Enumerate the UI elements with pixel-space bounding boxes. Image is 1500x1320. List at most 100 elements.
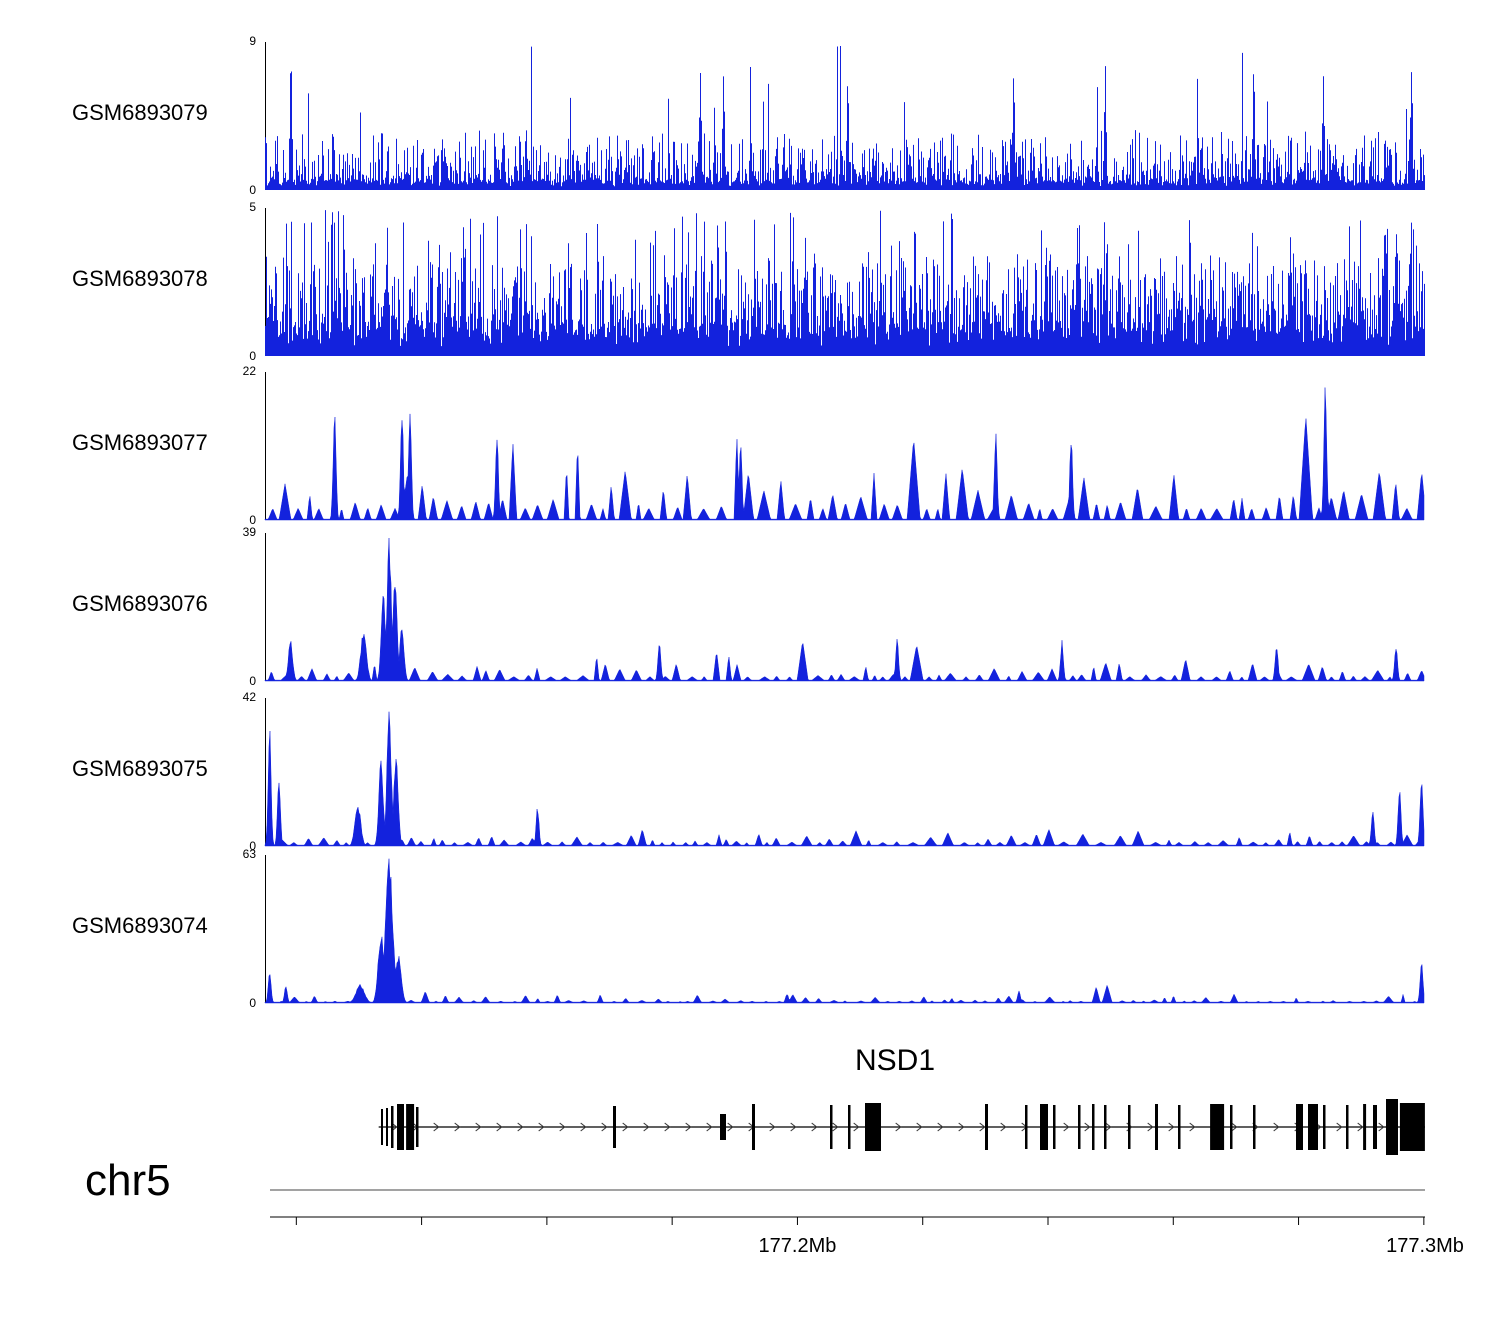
exon-box [397, 1104, 404, 1150]
y-axis-min-label: 0 [249, 839, 256, 853]
strand-arrow-icon [979, 1122, 986, 1132]
exon-box [1078, 1105, 1081, 1149]
strand-arrow-icon [1231, 1122, 1238, 1132]
exon-box [985, 1104, 988, 1150]
coverage-plot [264, 855, 1425, 1004]
y-axis-min-label: 0 [249, 183, 256, 197]
axis-label: 177.2Mb [759, 1235, 837, 1257]
strand-arrow-icon [811, 1122, 818, 1132]
coverage-track-2: GSM6893078 5 0 [0, 200, 1500, 363]
y-axis-max-label: 9 [249, 34, 256, 48]
exon-box [830, 1105, 833, 1149]
strand-arrow-icon [1084, 1122, 1091, 1132]
coverage-track-6: GSM6893074 63 0 [0, 847, 1500, 1010]
exon-box [1178, 1105, 1181, 1149]
exon-box [1040, 1104, 1048, 1150]
coverage-plot [264, 372, 1425, 521]
exon-box [1128, 1105, 1131, 1149]
gene-name-label: NSD1 [855, 1044, 936, 1077]
strand-arrow-icon [1147, 1122, 1154, 1132]
exon-box [613, 1106, 616, 1148]
strand-arrow-icon [559, 1122, 566, 1132]
exon-box [1253, 1105, 1256, 1149]
exon-box [1025, 1105, 1028, 1149]
track-label: GSM6893078 [72, 266, 208, 291]
exon-box [1373, 1105, 1377, 1149]
strand-arrow-icon [517, 1122, 524, 1132]
exon-box [416, 1107, 419, 1147]
exon-box [406, 1104, 415, 1150]
strand-arrow-icon [622, 1122, 629, 1132]
strand-arrow-icon [496, 1122, 503, 1132]
exon-box [1308, 1104, 1318, 1150]
y-axis-min-label: 0 [249, 513, 256, 527]
track-label: GSM6893076 [72, 591, 208, 616]
track-label: GSM6893077 [72, 430, 208, 455]
strand-arrow-icon [832, 1122, 839, 1132]
coverage-plot [265, 208, 1425, 356]
exon-box [386, 1108, 388, 1146]
exon-box [381, 1109, 383, 1145]
coverage-signal [265, 46, 1425, 190]
exon-box [1346, 1105, 1349, 1149]
axis-label: 177.3Mb [1386, 1235, 1464, 1257]
genomic-ruler: 177.2Mb 177.3Mb [270, 1189, 1464, 1257]
coverage-plot [264, 533, 1425, 682]
strand-arrow-icon [1063, 1122, 1070, 1132]
coverage-plot [265, 42, 1425, 190]
strand-arrow-icon [706, 1122, 713, 1132]
strand-arrow-icon [916, 1122, 923, 1132]
exon-box [1230, 1105, 1233, 1149]
exon-box [1092, 1104, 1095, 1150]
y-axis-max-label: 42 [242, 690, 256, 704]
y-axis-max-label: 39 [242, 525, 256, 539]
exon-box [1155, 1104, 1158, 1150]
strand-arrow-icon [895, 1122, 902, 1132]
gene-model-track [378, 1099, 1425, 1155]
exon-box [1399, 1103, 1425, 1151]
exon-box [1210, 1104, 1225, 1150]
chromosome-label: chr5 [85, 1156, 171, 1205]
strand-arrow-icon [664, 1122, 671, 1132]
y-axis-max-label: 63 [242, 847, 256, 861]
exon-box [391, 1106, 394, 1148]
strand-arrow-icon [1273, 1122, 1280, 1132]
strand-arrow-icon [1105, 1122, 1112, 1132]
y-axis-min-label: 0 [249, 674, 256, 688]
y-axis-min-label: 0 [249, 349, 256, 363]
exon-box [1296, 1104, 1303, 1150]
track-label: GSM6893075 [72, 756, 208, 781]
strand-arrow-icon [1000, 1122, 1007, 1132]
strand-arrow-icon [1189, 1122, 1196, 1132]
exon-box [865, 1103, 881, 1151]
strand-arrow-icon [685, 1122, 692, 1132]
strand-arrow-icon [601, 1122, 608, 1132]
exon-box [1386, 1099, 1398, 1155]
strand-arrow-icon [433, 1122, 440, 1132]
y-axis-max-label: 22 [242, 364, 256, 378]
strand-arrow-icon [580, 1122, 587, 1132]
strand-arrow-icon [538, 1122, 545, 1132]
strand-arrow-icon [727, 1122, 734, 1132]
strand-arrow-icon [475, 1122, 482, 1132]
track-label: GSM6893079 [72, 100, 208, 125]
coverage-signal [265, 210, 1425, 356]
coverage-track-1: GSM6893079 9 0 [0, 34, 1500, 197]
strand-arrow-icon [1336, 1122, 1343, 1132]
coverage-signal [264, 858, 1425, 1004]
exon-box [752, 1104, 755, 1150]
track-label: GSM6893074 [72, 913, 208, 938]
y-axis-max-label: 5 [249, 200, 256, 214]
exon-box [1323, 1105, 1326, 1149]
strand-arrow-icon [1168, 1122, 1175, 1132]
strand-arrow-icon [1357, 1122, 1364, 1132]
coverage-track-3: GSM6893077 22 0 [0, 364, 1500, 527]
exon-box [1053, 1105, 1056, 1149]
strand-arrow-icon [937, 1122, 944, 1132]
strand-arrow-icon [643, 1122, 650, 1132]
coverage-signal [264, 387, 1425, 521]
coverage-signal [264, 537, 1425, 682]
coverage-track-4: GSM6893076 39 0 [0, 525, 1500, 688]
strand-arrow-icon [454, 1122, 461, 1132]
